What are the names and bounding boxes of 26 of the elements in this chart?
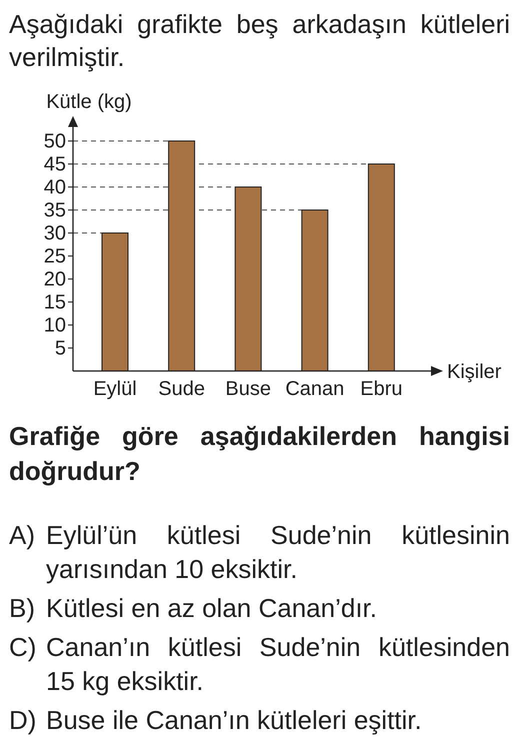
x-tick-label: Buse — [225, 378, 271, 400]
y-tick-label: 25 — [44, 245, 66, 268]
text: B) Kütlesi en az olan Canan’dır. — [9, 592, 378, 625]
y-tick-label: 40 — [44, 176, 66, 198]
text: C) Canan’ın kütlesi Sude’nin kütlesinden 15 kg eksiktir. — [9, 631, 510, 698]
y-tick-label: 10 — [44, 314, 66, 336]
x-tick-label: Eylül — [93, 378, 137, 400]
y-axis-title: Kütle (kg) — [46, 91, 132, 113]
y-tick-label: 20 — [44, 268, 66, 290]
y-tick-label: 30 — [44, 222, 66, 244]
y-tick-label: 5 — [54, 337, 66, 360]
y-tick-label: 15 — [44, 291, 66, 314]
bar — [301, 210, 328, 372]
text: D) Buse ile Canan’ın kütleleri eşittir. — [9, 704, 423, 737]
y-tick-label: 45 — [44, 153, 66, 176]
x-tick-label: Ebru — [360, 378, 403, 400]
text: A) Eylül’ün kütlesi Sude’nin kütlesinin yarısından 10 eksiktir. — [9, 519, 510, 586]
x-tick-label: Canan — [285, 378, 344, 400]
y-tick-label: 50 — [44, 130, 66, 152]
bar — [234, 186, 262, 372]
x-axis-title: Kişiler — [447, 361, 502, 383]
text: Grafiğe göre aşağıdakilerden hangisi doğrudur? — [9, 420, 510, 488]
y-tick-label: 35 — [44, 199, 66, 222]
x-tick-label: Sude — [158, 378, 205, 400]
bar — [168, 140, 196, 372]
chart-title: Aşağıdaki grafikte beş arkadaşın kütleleri verilmiştir. — [9, 8, 510, 74]
